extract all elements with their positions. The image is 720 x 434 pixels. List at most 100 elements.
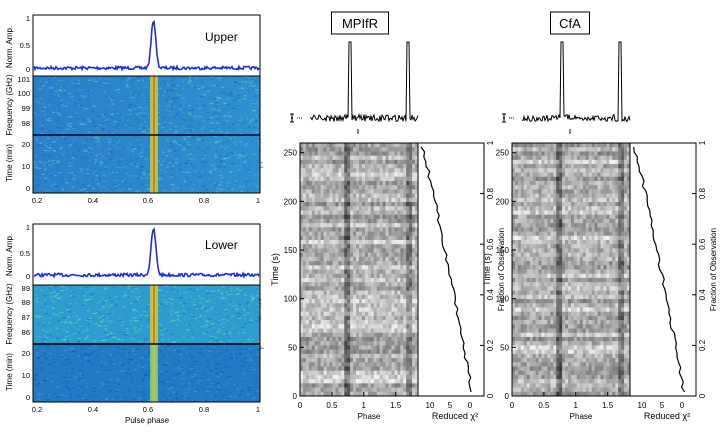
time-ytick: 250	[284, 149, 298, 158]
lower-panel-group: Lower Norm. Amp. 1 0.5 0 Frequency (GHz)…	[5, 223, 264, 425]
chi-xtick: 10	[426, 401, 435, 410]
time-ylabel: Time (s)	[482, 253, 492, 286]
time-ytick: 50	[500, 343, 509, 352]
upper-freq-ylabel: Frequency (GHz)	[5, 74, 14, 136]
fraction-ytick: 0.2	[486, 339, 495, 351]
phase-time-greyscale	[512, 143, 631, 397]
phase-xtick: 0	[510, 401, 515, 410]
lower-freq-ytick: 87	[22, 313, 30, 322]
lower-time-ylabel: Time (min)	[5, 353, 14, 391]
phase-xlabel: Phase	[570, 412, 593, 421]
fraction-ytick: 0.6	[698, 238, 707, 250]
fraction-ytick: 0.6	[486, 238, 495, 250]
upper-time-ylabel: Time (min)	[5, 144, 14, 182]
upper-panel-group: Upper Norm. Amp. 1 0.5 0 Frequency (GHz)…	[5, 14, 264, 205]
upper-xtick: 0.4	[88, 196, 98, 205]
phase-time-greyscale	[300, 143, 419, 397]
lower-xtick: 0.4	[88, 405, 98, 414]
chi-xtick: 10	[638, 401, 647, 410]
upper-profile-ylabel: Norm. Amp.	[5, 26, 14, 68]
reduced-chi2-frame	[629, 142, 697, 397]
phase-xtick: 0.5	[538, 401, 550, 410]
phase-xlabel: Phase	[358, 412, 381, 421]
panel-label-box: MPIfR	[331, 11, 389, 35]
fraction-ytick: 1	[698, 140, 707, 145]
chi-xtick: 0	[468, 401, 473, 410]
time-ytick: 50	[288, 343, 297, 352]
lower-xtick: 0.6	[143, 405, 153, 414]
upper-time-ytick: 20	[22, 140, 30, 149]
fraction-ytick: 0.2	[698, 339, 707, 351]
fraction-ytick: 0.4	[698, 289, 707, 301]
lower-spectrogram	[32, 284, 264, 403]
fraction-ylabel: Fraction of Observation	[497, 228, 506, 311]
fraction-ytick: 0.8	[486, 187, 495, 199]
upper-xtick: 0.8	[199, 196, 209, 205]
lower-profile-ytick-05: 0.5	[20, 249, 30, 258]
reduced-chi2-curve	[633, 146, 686, 393]
upper-spectrogram	[32, 75, 264, 194]
fraction-ytick: 0	[698, 393, 707, 398]
upper-profile-ytick-0: 0	[26, 65, 30, 74]
lower-label: Lower	[205, 238, 238, 252]
chi-xtick: 5	[448, 401, 453, 410]
panel-label: MPIfR	[342, 16, 378, 31]
time-ytick: 100	[496, 295, 510, 304]
upper-freq-ytick: 100	[17, 89, 30, 98]
upper-freq-ytick: 98	[22, 119, 30, 128]
phase-xtick: 1	[574, 401, 579, 410]
time-ytick: 0	[293, 392, 298, 401]
lower-profile-ylabel: Norm. Amp.	[5, 234, 14, 276]
time-ytick: 150	[284, 246, 298, 255]
phase-xtick: 1.5	[602, 401, 614, 410]
upper-label: Upper	[205, 30, 238, 44]
fraction-ytick: 1	[486, 140, 495, 145]
time-ylabel: Time (s)	[270, 253, 280, 286]
panel-label-box: CfA	[550, 11, 590, 35]
upper-xtick: 1	[256, 196, 260, 205]
lower-time-ytick: 10	[22, 371, 30, 380]
lower-profile-line	[33, 227, 260, 279]
chi-xlabel: Reduced χ²	[644, 411, 690, 421]
panel-label: CfA	[559, 16, 581, 31]
chi-xlabel: Reduced χ²	[432, 411, 478, 421]
chi-xtick: 0	[680, 401, 685, 410]
lower-profile-ytick-0: 0	[26, 272, 30, 281]
time-ytick: 0	[505, 392, 510, 401]
time-ytick: 200	[284, 197, 298, 206]
upper-freq-ytick: 101	[17, 75, 30, 84]
upper-xtick: 0.2	[32, 196, 42, 205]
summed-profile-line	[521, 41, 631, 123]
reduced-chi2-curve	[420, 146, 472, 393]
lower-xtick: 1	[256, 405, 260, 414]
chi-xtick: 5	[660, 401, 665, 410]
lower-freq-ylabel: Frequency (GHz)	[5, 283, 14, 345]
time-ytick: 100	[284, 295, 298, 304]
time-ytick: 200	[496, 197, 510, 206]
reduced-chi2-frame	[417, 142, 485, 397]
lower-xtick: 0.8	[199, 405, 209, 414]
lower-profile-ytick-1: 1	[26, 223, 30, 232]
upper-time-ytick: 10	[22, 162, 30, 171]
phase-xtick: 1.5	[390, 401, 402, 410]
upper-time-ytick: 0	[26, 184, 30, 193]
lower-freq-ytick: 86	[22, 328, 30, 337]
time-ytick: 250	[496, 149, 510, 158]
summed-profile-line	[309, 41, 419, 123]
upper-freq-ytick: 99	[22, 104, 30, 113]
pulse-phase-xlabel: Pulse phase	[125, 416, 170, 425]
lower-time-ytick: 0	[26, 393, 30, 402]
fraction-ytick: 0	[486, 393, 495, 398]
time-ytick: 150	[496, 246, 510, 255]
lower-freq-ytick: 88	[22, 298, 30, 307]
lower-xtick: 0.2	[32, 405, 42, 414]
upper-profile-line	[33, 19, 260, 72]
phase-xtick: 0.5	[326, 401, 338, 410]
upper-xtick: 0.6	[143, 196, 153, 205]
upper-profile-ytick-05: 0.5	[20, 41, 30, 50]
lower-time-ytick: 20	[22, 349, 30, 358]
upper-profile-ytick-1: 1	[26, 14, 30, 23]
